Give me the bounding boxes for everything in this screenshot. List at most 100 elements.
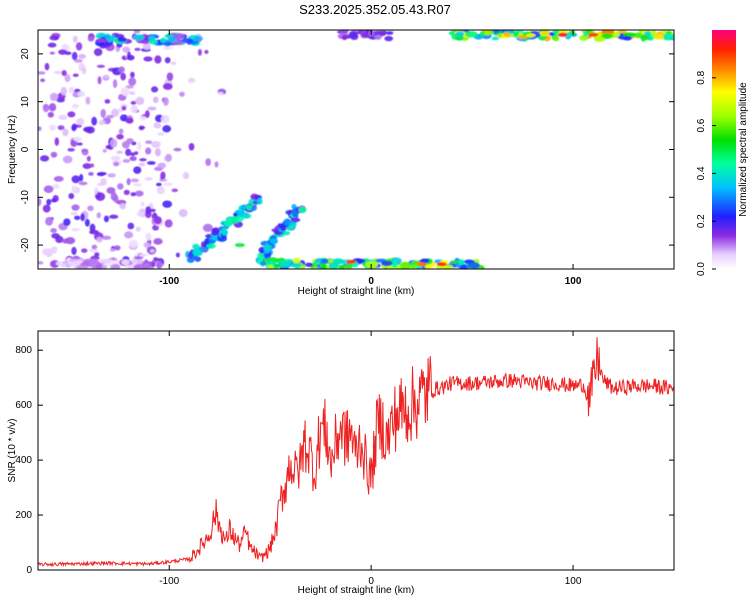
heat-upper-band-right: [552, 34, 560, 42]
heat-noise-cluster-left: [42, 204, 51, 213]
heat-noise-cluster-left: [128, 239, 139, 248]
heat-noise-cluster-left: [149, 249, 155, 253]
heat-noise-cluster-left: [123, 189, 130, 195]
heat-noise-cluster-left: [197, 48, 202, 56]
heat-noise-cluster-left: [129, 91, 136, 95]
heat-noise-cluster-left: [166, 72, 174, 81]
heat-lower-band-left: [143, 263, 150, 268]
heat-diagonal-streak-2: [291, 204, 297, 209]
heat-noise-cluster-left: [49, 92, 59, 102]
heat-noise-cluster-left: [160, 114, 170, 124]
heat-diagonal-streak-1: [192, 243, 200, 250]
heat-hot-core: [588, 32, 599, 37]
heat-noise-cluster-left: [42, 248, 50, 256]
heat-noise-cluster-left: [130, 105, 138, 114]
heat-hot-core: [416, 262, 427, 267]
heat-noise-cluster-left: [85, 126, 95, 134]
heat-lower-band-center: [328, 262, 339, 269]
heat-noise-cluster-left: [71, 227, 80, 232]
heat-lower-band-center: [381, 260, 393, 267]
heat-noise-cluster-left: [84, 218, 90, 227]
colorbar-label: Normalized spectral amplitude: [738, 82, 749, 217]
heat-noise-cluster-left: [150, 141, 161, 148]
heat-diagonal-streak-2: [257, 252, 266, 260]
heat-noise-cluster-left: [50, 228, 57, 233]
heat-upper-band-center: [373, 34, 382, 40]
heat-lower-band-left: [89, 258, 99, 266]
heat-diagonal-streak-1: [246, 204, 252, 211]
heat-noise-cluster-left: [93, 48, 103, 56]
heat-noise-cluster-left: [130, 192, 136, 197]
heat-noise-cluster-left: [109, 138, 118, 148]
heat-lower-band-center: [467, 261, 480, 269]
heat-noise-cluster-left: [50, 246, 58, 254]
heat-noise-cluster-left: [47, 42, 57, 48]
colorbar-tick-label: 0.0: [696, 262, 707, 276]
heat-diagonal-streak-1: [212, 228, 219, 236]
x-tick-label: -100: [159, 576, 179, 587]
heat-noise-cluster-left: [88, 171, 94, 176]
heat-noise-cluster-left: [110, 192, 118, 201]
y-tick-label: 20: [20, 48, 31, 60]
heat-noise-cluster-left: [73, 136, 82, 142]
heat-upper-band-right: [483, 31, 493, 36]
heat-noise-cluster-left: [126, 138, 134, 144]
heat-noise-cluster-left: [71, 246, 77, 255]
y-tick-label: -10: [20, 190, 31, 205]
heat-noise-cluster-left: [101, 235, 112, 240]
heat-upper-band-center: [384, 35, 394, 42]
heat-noise-cluster-left: [72, 103, 79, 109]
heat-noise-cluster-left: [182, 171, 190, 180]
heat-noise-cluster-left: [144, 176, 153, 181]
heat-noise-cluster-left: [75, 42, 83, 51]
heat-hot-core: [345, 259, 356, 264]
heat-noise-cluster-left: [156, 260, 163, 269]
heat-noise-cluster-left: [153, 257, 159, 261]
heat-noise-cluster-left: [153, 122, 162, 129]
heat-noise-cluster-left: [81, 148, 89, 156]
heat-noise-cluster-left: [51, 233, 60, 239]
heat-noise-cluster-left: [61, 70, 67, 76]
heat-noise-cluster-left: [73, 58, 83, 63]
heat-noise-cluster-left: [96, 172, 106, 177]
heat-noise-cluster-left: [39, 155, 50, 162]
heat-lower-band-center: [292, 257, 301, 264]
heat-noise-cluster-left: [38, 71, 46, 75]
heat-upper-band-center: [385, 31, 394, 35]
heat-noise-cluster-left: [62, 128, 69, 137]
heat-upper-band-right: [601, 33, 613, 39]
heat-noise-cluster-left: [43, 185, 54, 193]
heat-noise-cluster-left: [96, 64, 106, 68]
heat-noise-cluster-left: [42, 103, 50, 113]
heat-noise-cluster-left: [40, 78, 46, 83]
chart-title: S233.2025.352.05.43.R07: [299, 2, 451, 17]
heat-noise-cluster-left: [145, 232, 152, 241]
heat-lower-band-center: [332, 258, 346, 264]
heat-lower-band-left: [133, 263, 146, 269]
heat-noise-cluster-left: [79, 173, 84, 182]
heat-noise-cluster-left: [80, 213, 85, 222]
heat-lower-band-center: [305, 262, 314, 268]
heat-noise-cluster-left: [111, 108, 120, 117]
heat-noise-cluster-left: [52, 183, 60, 190]
heat-noise-cluster-left: [77, 91, 86, 97]
heat-noise-cluster-left: [214, 161, 219, 168]
heat-noise-cluster-left: [94, 252, 100, 257]
heat-diagonal-streak-1: [220, 229, 229, 235]
heat-noise-cluster-left: [163, 97, 169, 106]
y-tick-label: 400: [15, 455, 32, 466]
heat-noise-cluster-left: [162, 200, 173, 208]
heat-noise-cluster-left: [62, 155, 73, 164]
x-tick-label: 0: [368, 276, 374, 287]
heat-lower-band-center: [457, 259, 465, 266]
heat-noise-cluster-left: [112, 79, 118, 89]
heat-noise-cluster-left: [138, 125, 145, 131]
heat-lower-band-center: [290, 262, 303, 268]
heat-noise-cluster-left: [38, 126, 42, 132]
heat-noise-cluster-left: [175, 252, 180, 258]
x-tick-label: 100: [565, 576, 582, 587]
heat-noise-cluster-left: [103, 215, 110, 223]
snr-series-line: [38, 337, 674, 568]
heat-noise-cluster-left: [152, 96, 159, 104]
heat-noise-cluster-left: [76, 142, 83, 146]
